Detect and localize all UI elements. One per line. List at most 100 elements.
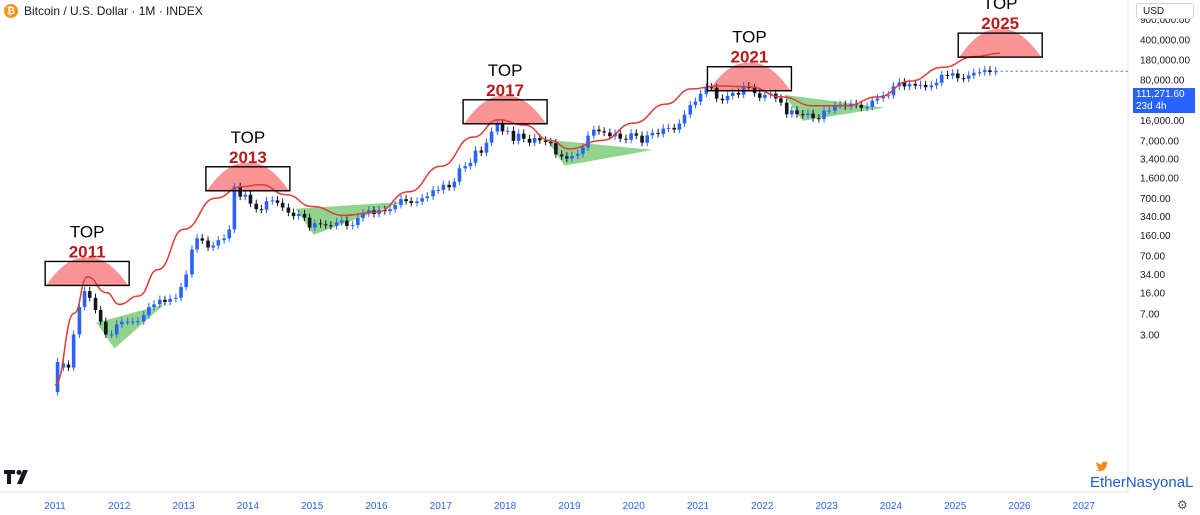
bottom-zone bbox=[546, 139, 653, 166]
candle-body bbox=[538, 138, 542, 141]
y-tick-label: 3.00 bbox=[1140, 330, 1160, 341]
candle-body bbox=[597, 129, 601, 132]
candle-body bbox=[232, 186, 237, 230]
candle-body bbox=[977, 72, 982, 74]
candle-body bbox=[489, 131, 494, 143]
candle-body bbox=[988, 70, 992, 72]
candle-body bbox=[82, 291, 87, 307]
candle-body bbox=[521, 133, 526, 139]
top-box bbox=[44, 260, 130, 287]
candle-body bbox=[334, 222, 339, 226]
candle-body bbox=[811, 113, 815, 119]
candle-body bbox=[736, 92, 741, 95]
candle-body bbox=[270, 200, 275, 202]
y-tick-label: 80,000.00 bbox=[1140, 76, 1185, 87]
symbol-title[interactable]: Bitcoin / U.S. Dollar · 1M · INDEX bbox=[24, 4, 203, 18]
top-year-label: 2013 bbox=[229, 148, 267, 167]
candle-body bbox=[420, 198, 424, 202]
candle-body bbox=[109, 334, 114, 336]
y-tick-label: 340.00 bbox=[1140, 212, 1171, 223]
candle-body bbox=[98, 309, 103, 322]
candle-body bbox=[87, 291, 92, 298]
candle-body bbox=[436, 189, 441, 191]
candle-body bbox=[875, 98, 880, 101]
settings-gear-icon[interactable]: ⚙ bbox=[1177, 498, 1188, 512]
candle-body bbox=[827, 110, 831, 112]
top-label: TOP bbox=[488, 61, 523, 80]
candle-body bbox=[61, 363, 66, 368]
tradingview-logo-icon[interactable] bbox=[4, 470, 30, 484]
y-tick-label: 900,000.00 bbox=[1140, 15, 1190, 26]
candle-body bbox=[141, 315, 146, 322]
candle-body bbox=[393, 205, 397, 210]
candle-body bbox=[222, 238, 226, 241]
candle-body bbox=[575, 153, 580, 156]
x-tick-label: 2011 bbox=[44, 501, 66, 512]
currency-label: USD bbox=[1143, 5, 1165, 17]
candle-body bbox=[447, 184, 451, 188]
top-zone bbox=[464, 95, 547, 124]
x-tick-label: 2018 bbox=[494, 501, 517, 512]
currency-button[interactable]: USD bbox=[1136, 3, 1194, 19]
cycle-curve bbox=[54, 52, 1001, 386]
candle-body bbox=[624, 138, 628, 140]
candle-body bbox=[725, 95, 730, 101]
candle-body bbox=[248, 194, 253, 204]
x-tick-label: 2013 bbox=[172, 501, 195, 512]
top-box bbox=[706, 66, 793, 92]
candle-body bbox=[608, 132, 612, 137]
candle-body bbox=[131, 321, 135, 323]
x-tick-label: 2014 bbox=[237, 501, 260, 512]
candle-body bbox=[495, 123, 500, 132]
candle-body bbox=[125, 321, 130, 323]
candle-body bbox=[902, 82, 907, 87]
candle-body bbox=[425, 196, 430, 199]
candle-body bbox=[763, 94, 767, 98]
candle-body bbox=[784, 102, 789, 115]
candle-body bbox=[452, 181, 457, 188]
candle-body bbox=[661, 128, 666, 134]
candle-body bbox=[120, 321, 124, 325]
top-box bbox=[205, 166, 291, 192]
candle-body bbox=[174, 297, 178, 299]
candle-body bbox=[677, 123, 682, 130]
candle-body bbox=[929, 85, 934, 88]
candle-body bbox=[693, 101, 698, 105]
candle-body bbox=[302, 214, 307, 218]
candle-body bbox=[757, 93, 762, 98]
last-price-value: 111,271.60 bbox=[1136, 89, 1185, 100]
candle-body bbox=[592, 129, 596, 136]
x-tick-label: 2012 bbox=[108, 501, 131, 512]
x-tick-label: 2022 bbox=[751, 501, 774, 512]
candle-body bbox=[891, 86, 896, 96]
candle-body bbox=[629, 133, 633, 140]
last-price-tag: 111,271.60 23d 4h bbox=[1133, 88, 1195, 113]
y-tick-label: 34.00 bbox=[1140, 270, 1165, 281]
candle-body bbox=[950, 73, 955, 76]
candle-body bbox=[907, 83, 912, 87]
candle-body bbox=[147, 307, 151, 316]
candle-body bbox=[399, 199, 403, 206]
candle-body bbox=[77, 307, 82, 335]
candle-body bbox=[312, 223, 317, 228]
x-tick-label: 2025 bbox=[944, 501, 967, 512]
top-zone bbox=[708, 62, 791, 91]
y-tick-label: 16,000.00 bbox=[1140, 116, 1185, 127]
x-tick-label: 2023 bbox=[815, 501, 838, 512]
candle-body bbox=[511, 130, 516, 141]
candle-body bbox=[822, 110, 826, 120]
candle-body bbox=[548, 141, 553, 144]
chart-header: ₿ Bitcoin / U.S. Dollar · 1M · INDEX bbox=[4, 2, 203, 20]
y-tick-label: 160.00 bbox=[1140, 231, 1171, 242]
candle-body bbox=[527, 138, 532, 143]
candle-body bbox=[730, 92, 735, 96]
candle-body bbox=[581, 147, 585, 154]
candle-body bbox=[720, 98, 725, 101]
candle-body bbox=[441, 184, 446, 190]
candle-body bbox=[543, 140, 548, 142]
candle-body bbox=[356, 218, 360, 226]
candle-body bbox=[243, 194, 248, 197]
candle-body bbox=[945, 74, 950, 76]
top-label: TOP bbox=[983, 0, 1018, 13]
